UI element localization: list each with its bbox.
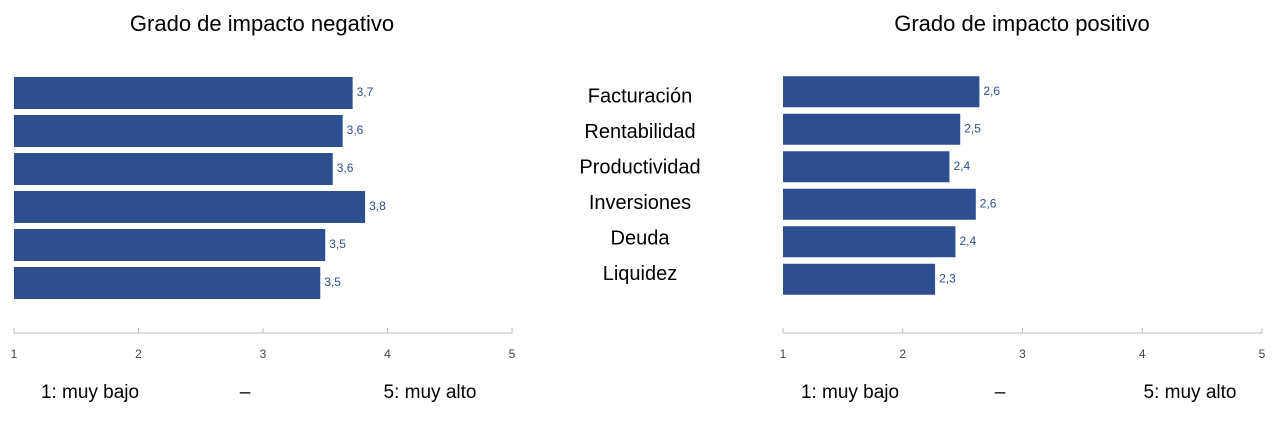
category-label: Facturación — [588, 85, 693, 107]
bar — [783, 226, 956, 258]
bar — [783, 188, 976, 220]
value-label: 2,6 — [983, 84, 1000, 98]
value-label: 2,4 — [953, 159, 970, 173]
x-tick-label: 4 — [1139, 347, 1146, 361]
bar — [14, 267, 321, 299]
scale-label: 5: muy alto — [1144, 382, 1237, 403]
bar — [14, 229, 326, 261]
x-tick-label: 4 — [384, 347, 391, 361]
x-tick-label: 2 — [135, 347, 142, 361]
scale-label: 1: muy bajo — [41, 382, 139, 403]
scale-label: – — [240, 382, 251, 403]
x-tick-label: 5 — [509, 347, 516, 361]
bar — [14, 153, 333, 185]
value-label: 3,7 — [357, 85, 374, 99]
value-label: 2,4 — [959, 234, 976, 248]
bar — [14, 191, 366, 223]
x-tick-label: 5 — [1259, 347, 1266, 361]
category-label: Productividad — [579, 156, 700, 178]
scale-label: 1: muy bajo — [801, 382, 899, 403]
value-label: 2,3 — [939, 271, 956, 285]
chart-title: Grado de impacto positivo — [894, 11, 1150, 36]
value-label: 2,5 — [964, 121, 981, 135]
x-tick-label: 3 — [1019, 347, 1026, 361]
value-label: 3,5 — [329, 237, 346, 251]
x-tick-label: 2 — [899, 347, 906, 361]
category-label: Liquidez — [603, 263, 678, 285]
x-tick-label: 1 — [11, 347, 18, 361]
value-label: 2,6 — [980, 196, 997, 210]
x-tick-label: 1 — [780, 347, 787, 361]
category-label: Inversiones — [589, 192, 691, 214]
category-label: Rentabilidad — [584, 121, 695, 143]
bar — [14, 77, 353, 109]
bar — [783, 263, 936, 295]
value-label: 3,8 — [369, 199, 386, 213]
bar — [783, 113, 961, 145]
scale-label: – — [995, 382, 1006, 403]
x-tick-label: 3 — [260, 347, 267, 361]
bar — [783, 151, 950, 183]
chart-title: Grado de impacto negativo — [130, 11, 394, 36]
value-label: 3,6 — [337, 161, 354, 175]
value-label: 3,5 — [324, 275, 341, 289]
category-label: Deuda — [611, 227, 671, 249]
bar — [14, 115, 343, 147]
value-label: 3,6 — [347, 123, 364, 137]
bar — [783, 76, 980, 108]
scale-label: 5: muy alto — [384, 382, 477, 403]
